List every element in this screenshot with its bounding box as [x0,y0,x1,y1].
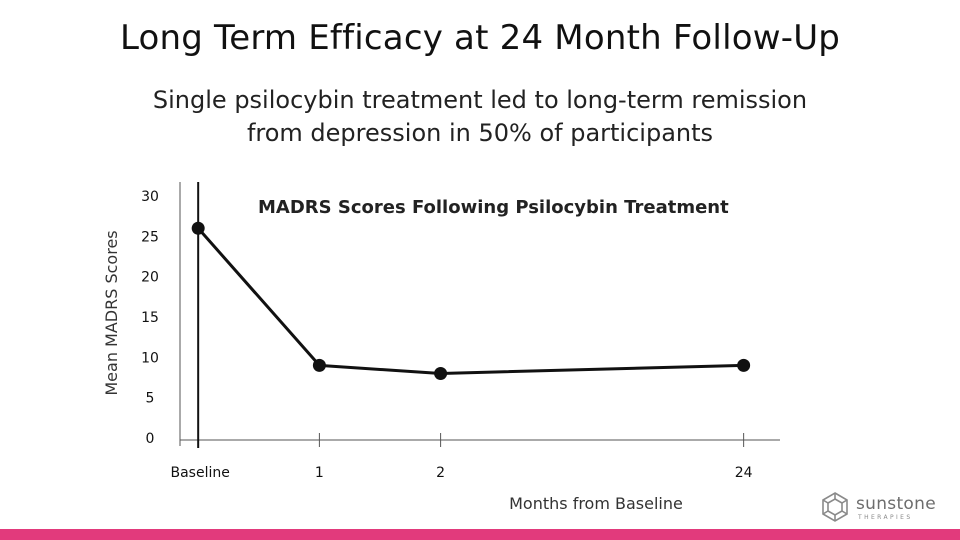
logo-name: sunstone [856,494,936,514]
data-point [312,358,326,372]
y-tick-label: 30 [141,189,159,205]
y-axis-label: Mean MADRS Scores [102,230,121,395]
x-tick-label: 24 [735,465,753,481]
x-tick-label: 2 [436,465,445,481]
y-tick-label: 0 [146,431,155,447]
x-axis-label: Months from Baseline [509,494,683,513]
series-line [197,227,744,375]
subtitle-line-2: from depression in 50% of participants [246,119,714,147]
y-tick-label: 15 [141,310,159,326]
sunstone-logo: sunstone THERAPIES [818,490,948,526]
data-point [737,358,751,372]
slide-title: Long Term Efficacy at 24 Month Follow-Up [119,18,841,58]
data-point [434,366,448,380]
y-tick-label: 10 [141,350,159,366]
logo-tagline: THERAPIES [858,514,913,521]
sunstone-logo-icon [822,492,848,522]
x-tick-label: Baseline [171,465,230,481]
y-tick-label: 20 [141,270,159,286]
y-tick-label: 5 [146,391,155,407]
slide-subtitle: Single psilocybin treatment led to long-… [130,84,830,150]
chart-title: MADRS Scores Following Psilocybin Treatm… [258,197,729,218]
data-point [191,221,205,235]
subtitle-line-1: Single psilocybin treatment led to long-… [152,86,808,114]
x-tick-label: 1 [315,465,324,481]
accent-bottom-bar [0,529,960,540]
y-tick-label: 25 [141,229,159,245]
